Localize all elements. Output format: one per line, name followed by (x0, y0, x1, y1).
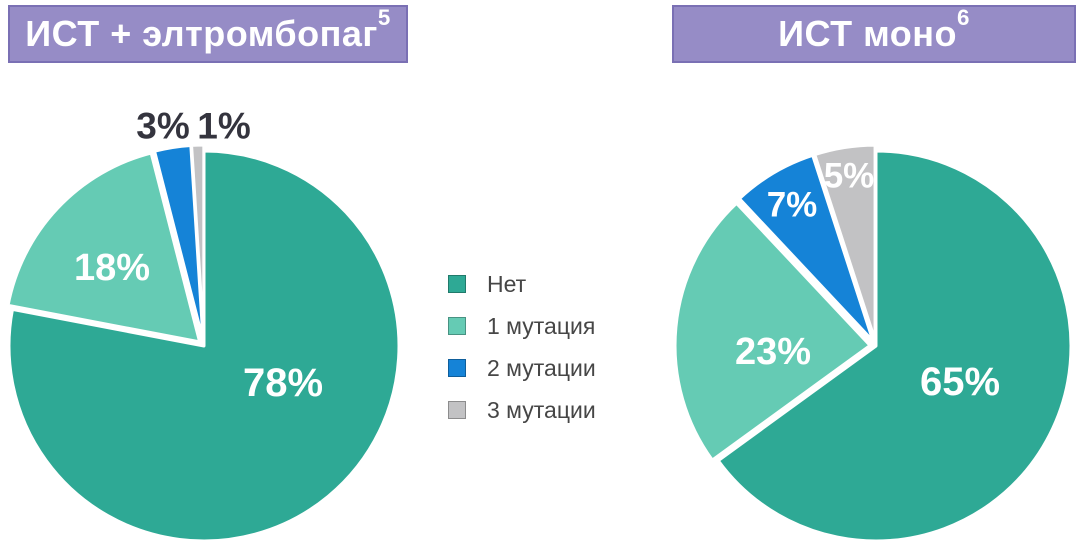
pie-slice-2 мутации (737, 153, 875, 343)
pie-slice-Нет (716, 149, 1073, 543)
legend-swatch-2-mutations (448, 359, 466, 377)
header-ist-mono: ИСТ моно6 (672, 5, 1076, 63)
pie-slice-1 мутация (676, 201, 872, 462)
legend-swatch-none (448, 275, 466, 293)
legend-item-1-mutation: 1 мутация (448, 313, 596, 339)
legend-item-3-mutations: 3 мутации (448, 397, 596, 423)
legend-label: 2 мутации (487, 355, 596, 381)
pie-slice-3 мутации (813, 143, 877, 342)
pie-slice-Нет (7, 149, 401, 543)
legend-item-none: Нет (448, 271, 596, 297)
legend-swatch-3-mutations (448, 401, 466, 419)
header-ist-eltrombopag: ИСТ + элтромбопаг5 (8, 5, 408, 63)
pie-slice-1 мутация (6, 151, 202, 344)
header-title: ИСТ + элтромбопаг5 (25, 7, 391, 55)
header-title-text: ИСТ моно (778, 13, 957, 54)
pie-value-label: 1% (197, 106, 250, 147)
header-superscript: 5 (377, 5, 391, 31)
header-superscript: 6 (956, 5, 970, 31)
legend-item-2-mutations: 2 мутации (448, 355, 596, 381)
header-title-text: ИСТ + элтромбопаг (25, 13, 378, 54)
pie-value-label: 78% (243, 361, 323, 405)
legend-label: 1 мутация (487, 313, 596, 339)
pie-value-label: 18% (74, 247, 150, 289)
legend-label: 3 мутации (487, 397, 596, 423)
pie-chart-ist-eltrombopag: 78% 18% 3% 1% (6, 106, 401, 543)
pie-value-label: 3% (136, 106, 189, 147)
legend-label: Нет (487, 271, 527, 297)
header-title: ИСТ моно6 (778, 7, 970, 55)
pie-value-label: 65% (920, 360, 1000, 404)
pie-slice-3 мутации (190, 143, 206, 342)
pie-chart-ist-mono: 65% 23% 7%5% (676, 143, 1073, 543)
pie-value-label: 7% (767, 186, 818, 225)
legend-swatch-1-mutation (448, 317, 466, 335)
legend: Нет 1 мутация 2 мутации 3 мутации (448, 271, 596, 423)
pie-value-label: 5% (824, 157, 875, 196)
pie-value-label: 23% (735, 331, 811, 373)
